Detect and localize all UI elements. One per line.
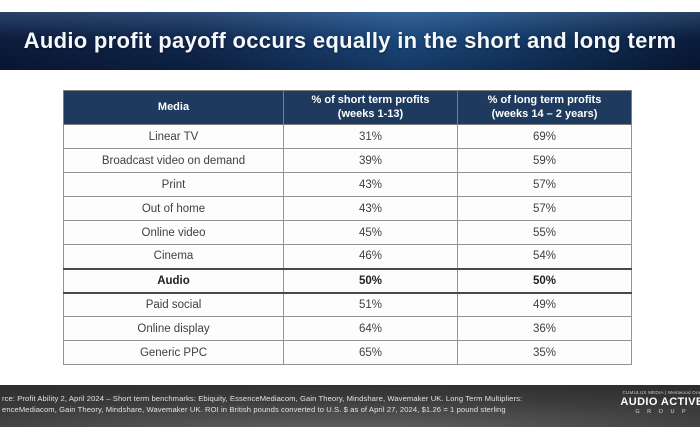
logo-wordmark: AUDIO ACTIVE [620,396,700,408]
title-bar: Audio profit payoff occurs equally in th… [0,12,700,70]
table-row: Print 43% 57% [63,172,632,197]
audio-active-group-logo: CUMULUS MEDIA | Westwood One AUDIO ACTIV… [619,390,700,415]
cell-short-term-profit: 65% [283,340,458,365]
source-note: rce: Profit Ability 2, April 2024 – Shor… [2,393,602,415]
table-row: Out of home 43% 57% [63,196,632,221]
cell-long-term-profit: 50% [457,267,632,294]
cell-long-term-profit: 57% [457,196,632,221]
cell-media: Online display [63,316,284,341]
cell-media: Broadcast video on demand [63,148,284,173]
cell-short-term-profit: 64% [283,316,458,341]
cell-media: Cinema [63,244,284,269]
cell-long-term-profit: 69% [457,124,632,149]
column-header-short-term: % of short term profits (weeks 1-13) [283,90,458,125]
table-row: Linear TV 31% 69% [63,124,632,149]
cell-media: Linear TV [63,124,284,149]
cell-long-term-profit: 55% [457,220,632,245]
media-profits-table: Media % of short term profits (weeks 1-1… [63,90,632,365]
column-header-media: Media [63,90,284,125]
table-row: Online display 64% 36% [63,316,632,341]
cell-long-term-profit: 54% [457,244,632,269]
cell-media: Generic PPC [63,340,284,365]
cell-media: Out of home [63,196,284,221]
table-header-row: Media % of short term profits (weeks 1-1… [63,90,632,125]
cumulus-westwood-logos: CUMULUS MEDIA | Westwood One [622,390,700,395]
cell-long-term-profit: 57% [457,172,632,197]
slide-title: Audio profit payoff occurs equally in th… [23,28,677,53]
table-row: Broadcast video on demand 39% 59% [63,148,632,173]
cell-long-term-profit: 59% [457,148,632,173]
cell-media: Audio [63,267,284,294]
table-row: Online video 45% 55% [63,220,632,245]
source-line-1: rce: Profit Ability 2, April 2024 – Shor… [2,394,523,403]
column-header-long-term: % of long term profits (weeks 14 – 2 yea… [457,90,632,125]
cell-media: Paid social [63,292,284,317]
table-body: Linear TV 31% 69% Broadcast video on dem… [63,124,632,365]
cell-short-term-profit: 45% [283,220,458,245]
cell-short-term-profit: 43% [283,172,458,197]
cell-long-term-profit: 49% [457,292,632,317]
cell-short-term-profit: 46% [283,244,458,269]
cell-short-term-profit: 43% [283,196,458,221]
footer-bar: rce: Profit Ability 2, April 2024 – Shor… [0,385,700,427]
table-row: Audio 50% 50% [63,267,632,294]
cell-short-term-profit: 51% [283,292,458,317]
table-row: Generic PPC 65% 35% [63,340,632,365]
table-row: Paid social 51% 49% [63,292,632,317]
cell-media: Print [63,172,284,197]
cell-short-term-profit: 50% [283,267,458,294]
logo-group-text: G R O U P [635,409,689,415]
cell-long-term-profit: 36% [457,316,632,341]
cell-short-term-profit: 39% [283,148,458,173]
cell-media: Online video [63,220,284,245]
table-row: Cinema 46% 54% [63,244,632,269]
cell-long-term-profit: 35% [457,340,632,365]
cell-short-term-profit: 31% [283,124,458,149]
source-line-2: enceMediacom, Gain Theory, Mindshare, Wa… [2,405,506,414]
